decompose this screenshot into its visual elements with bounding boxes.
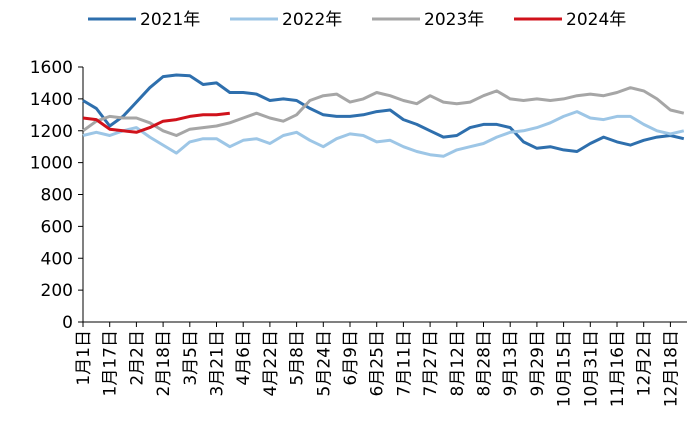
legend-label: 2024年 (566, 10, 626, 30)
y-tick-label: 1400 (30, 90, 73, 110)
legend-label: 2022年 (282, 10, 342, 30)
x-tick-label: 10月15日 (555, 330, 575, 407)
x-tick-label: 9月29日 (528, 330, 548, 396)
y-tick-label: 1200 (30, 122, 73, 142)
y-tick-label: 600 (41, 217, 73, 237)
x-tick-label: 9月13日 (501, 330, 521, 396)
series-line (82, 73, 685, 153)
x-tick-label: 11月16日 (608, 330, 628, 407)
x-tick-label: 12月2日 (635, 330, 655, 396)
y-tick-label: 1000 (30, 154, 73, 174)
x-tick-label: 8月28日 (475, 330, 495, 396)
x-tick-label: 3月21日 (208, 330, 228, 396)
x-tick-label: 5月8日 (288, 330, 308, 386)
x-tick-label: 10月31日 (581, 330, 601, 407)
x-tick-label: 2月18日 (154, 330, 174, 396)
series-line (82, 111, 230, 134)
x-tick-label: 1月17日 (101, 330, 121, 396)
x-tick-label: 6月25日 (368, 330, 388, 396)
x-tick-label: 8月12日 (448, 330, 468, 396)
series-line (82, 110, 685, 158)
x-tick-label: 3月5日 (181, 330, 201, 386)
x-tick-label: 2月2日 (127, 330, 147, 386)
x-tick-label: 7月11日 (394, 330, 414, 396)
y-tick-label: 0 (62, 313, 73, 333)
legend-label: 2021年 (140, 10, 200, 30)
x-tick-label: 4月22日 (261, 330, 281, 396)
x-tick-label: 6月9日 (341, 330, 361, 386)
y-tick-label: 800 (41, 186, 73, 206)
series-line (82, 86, 685, 137)
x-tick-label: 4月6日 (234, 330, 254, 386)
x-tick-label: 1月1日 (74, 330, 94, 386)
legend-label: 2023年 (424, 10, 484, 30)
y-tick-label: 200 (41, 281, 73, 301)
y-tick-label: 400 (41, 249, 73, 269)
x-tick-label: 12月18日 (661, 330, 681, 407)
x-tick-label: 7月27日 (421, 330, 441, 396)
y-tick-label: 1600 (30, 58, 73, 78)
x-tick-label: 5月24日 (314, 330, 334, 396)
